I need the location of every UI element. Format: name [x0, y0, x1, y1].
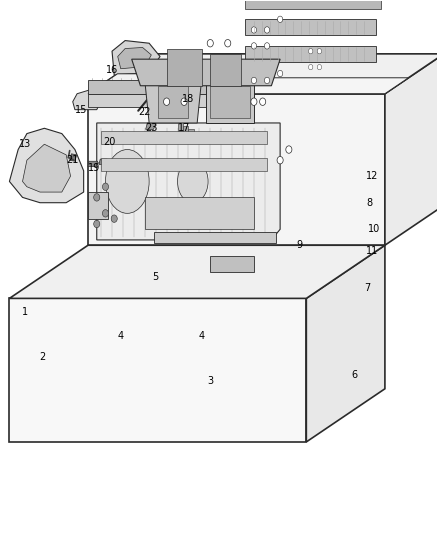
Polygon shape [210, 54, 241, 86]
Polygon shape [97, 123, 280, 240]
Circle shape [94, 220, 100, 228]
Text: 3: 3 [207, 376, 213, 386]
Circle shape [286, 146, 292, 154]
Polygon shape [108, 133, 121, 140]
Polygon shape [73, 88, 103, 110]
Text: 11: 11 [366, 246, 378, 255]
Polygon shape [118, 47, 151, 69]
Circle shape [260, 98, 266, 106]
Polygon shape [22, 144, 71, 192]
Polygon shape [177, 123, 183, 131]
Polygon shape [88, 192, 108, 219]
Polygon shape [153, 232, 276, 243]
Polygon shape [88, 94, 228, 107]
Polygon shape [158, 86, 188, 118]
Circle shape [251, 27, 257, 33]
Text: 22: 22 [138, 107, 151, 117]
Polygon shape [146, 123, 156, 130]
Circle shape [278, 16, 283, 22]
Text: 18: 18 [182, 94, 194, 104]
Text: 5: 5 [152, 272, 159, 282]
Polygon shape [132, 59, 280, 86]
Circle shape [265, 77, 270, 84]
Text: 8: 8 [367, 198, 373, 208]
Polygon shape [88, 80, 228, 94]
Circle shape [317, 49, 321, 54]
Text: 12: 12 [366, 171, 378, 181]
Polygon shape [145, 197, 254, 229]
Text: 7: 7 [364, 283, 371, 293]
Circle shape [265, 27, 270, 33]
Circle shape [94, 193, 100, 201]
Text: 19: 19 [88, 163, 101, 173]
Polygon shape [88, 54, 438, 94]
Text: 4: 4 [198, 330, 205, 341]
Text: 1: 1 [21, 306, 28, 317]
Circle shape [251, 77, 257, 84]
Text: 23: 23 [145, 123, 158, 133]
Polygon shape [188, 130, 194, 138]
Circle shape [308, 64, 313, 70]
Polygon shape [10, 245, 385, 298]
Circle shape [181, 98, 187, 106]
Polygon shape [210, 256, 254, 272]
Text: 4: 4 [118, 330, 124, 341]
Polygon shape [210, 86, 250, 118]
Circle shape [102, 209, 109, 217]
Polygon shape [10, 298, 306, 442]
Polygon shape [145, 80, 201, 123]
Circle shape [278, 70, 283, 77]
Text: 9: 9 [297, 240, 303, 250]
Polygon shape [88, 161, 98, 166]
Text: 6: 6 [351, 370, 357, 381]
Polygon shape [306, 245, 385, 442]
Polygon shape [245, 19, 376, 35]
Polygon shape [206, 80, 254, 123]
Circle shape [265, 43, 270, 49]
Ellipse shape [106, 150, 149, 213]
Circle shape [111, 215, 117, 222]
Text: 20: 20 [104, 136, 116, 147]
Polygon shape [88, 74, 257, 94]
Polygon shape [112, 41, 160, 75]
Polygon shape [70, 154, 77, 161]
Polygon shape [10, 128, 84, 203]
Polygon shape [237, 78, 409, 94]
Text: 10: 10 [368, 224, 380, 235]
Polygon shape [385, 54, 438, 245]
Polygon shape [166, 49, 201, 86]
Polygon shape [101, 158, 267, 171]
Polygon shape [245, 0, 381, 9]
Text: 21: 21 [67, 155, 79, 165]
Circle shape [102, 183, 109, 190]
Circle shape [163, 98, 170, 106]
Circle shape [207, 39, 213, 47]
Circle shape [317, 64, 321, 70]
Text: 16: 16 [106, 65, 118, 75]
Circle shape [225, 39, 231, 47]
Polygon shape [101, 131, 267, 144]
Text: 13: 13 [18, 139, 31, 149]
Polygon shape [88, 94, 385, 245]
Ellipse shape [177, 160, 208, 203]
Polygon shape [245, 46, 376, 62]
Text: 2: 2 [39, 352, 45, 362]
Circle shape [251, 98, 257, 106]
Text: 15: 15 [75, 104, 88, 115]
Text: 17: 17 [178, 123, 190, 133]
Circle shape [251, 43, 257, 49]
Polygon shape [99, 159, 107, 165]
Circle shape [277, 157, 283, 164]
Polygon shape [183, 126, 188, 135]
Circle shape [308, 49, 313, 54]
